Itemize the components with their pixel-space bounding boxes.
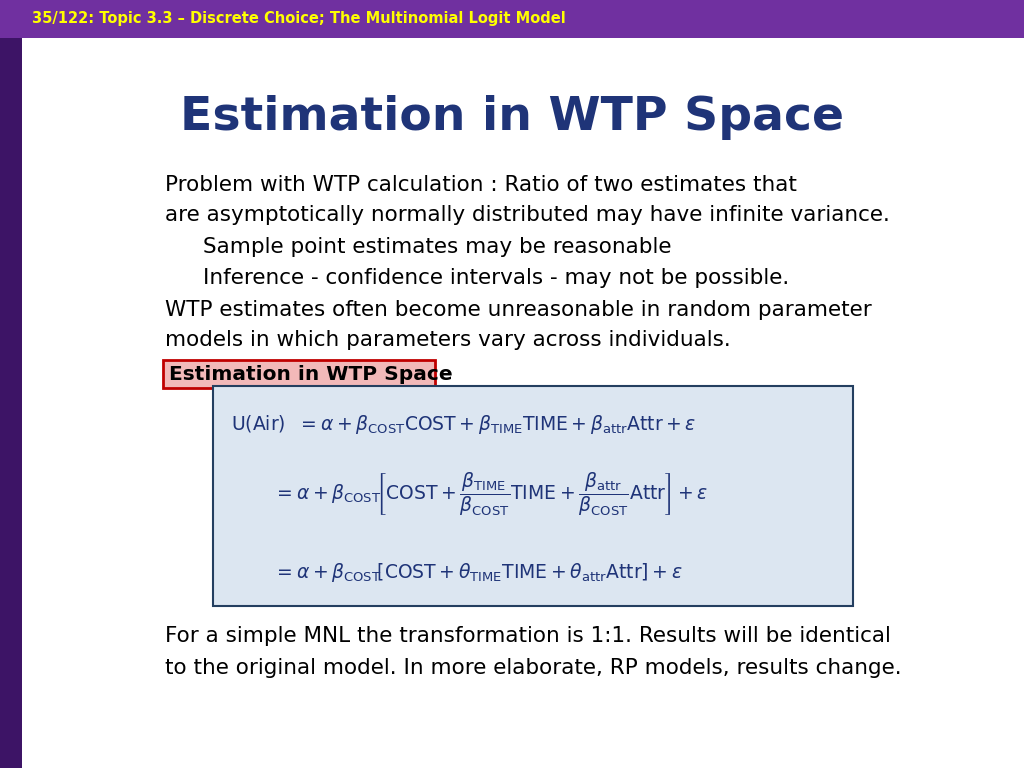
Text: Inference - confidence intervals - may not be possible.: Inference - confidence intervals - may n…: [203, 268, 790, 288]
Text: models in which parameters vary across individuals.: models in which parameters vary across i…: [165, 330, 731, 350]
Bar: [213, 386, 853, 606]
Bar: [0, 38, 22, 768]
Text: Sample point estimates may be reasonable: Sample point estimates may be reasonable: [203, 237, 672, 257]
Text: Estimation in WTP Space: Estimation in WTP Space: [180, 95, 844, 141]
Text: $\mathrm{U(Air)}\ \ =\alpha+\beta_{\rm COST}\mathrm{COST}+\beta_{\rm TIME}\mathr: $\mathrm{U(Air)}\ \ =\alpha+\beta_{\rm C…: [231, 412, 696, 435]
Text: are asymptotically normally distributed may have infinite variance.: are asymptotically normally distributed …: [165, 205, 890, 225]
Text: 35/122: Topic 3.3 – Discrete Choice; The Multinomial Logit Model: 35/122: Topic 3.3 – Discrete Choice; The…: [32, 12, 565, 27]
Text: For a simple MNL the transformation is 1:1. Results will be identical: For a simple MNL the transformation is 1…: [165, 626, 891, 646]
Text: Problem with WTP calculation : Ratio of two estimates that: Problem with WTP calculation : Ratio of …: [165, 175, 797, 195]
Text: $=\alpha+\beta_{\rm COST}\!\left[\mathrm{COST}+\theta_{\rm TIME}\mathrm{TIME}+\t: $=\alpha+\beta_{\rm COST}\!\left[\mathrm…: [273, 561, 683, 584]
Text: WTP estimates often become unreasonable in random parameter: WTP estimates often become unreasonable …: [165, 300, 871, 320]
Text: to the original model. In more elaborate, RP models, results change.: to the original model. In more elaborate…: [165, 658, 901, 678]
Text: $=\alpha+\beta_{\rm COST}\!\left[\mathrm{COST}+\dfrac{\beta_{\rm TIME}}{\beta_{\: $=\alpha+\beta_{\rm COST}\!\left[\mathrm…: [273, 470, 708, 518]
Bar: [163, 360, 435, 388]
Text: Estimation in WTP Space: Estimation in WTP Space: [169, 365, 453, 383]
Bar: [0, 0, 1024, 38]
